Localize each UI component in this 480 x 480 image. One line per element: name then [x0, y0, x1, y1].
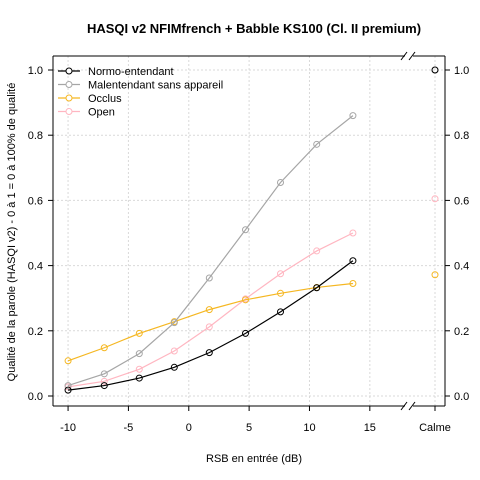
data-point-malentendant-sans-appareil: [242, 226, 250, 234]
y-tick-label-right: 0.0: [454, 391, 469, 403]
data-point-normo-entendant: [242, 329, 250, 337]
data-point-open: [313, 247, 321, 255]
data-point-malentendant-sans-appareil: [170, 319, 178, 327]
y-tick-label-left: 0.6: [28, 195, 43, 207]
data-point-normo-entendant: [64, 386, 72, 394]
data-point-normo-entendant: [313, 284, 321, 292]
series-layer: [64, 66, 439, 394]
y-tick-label-left: 0.4: [28, 261, 43, 273]
legend: Normo-entendant Malentendant sans apparei…: [58, 66, 223, 119]
data-point-normo-entendant: [205, 349, 213, 357]
y-tick-label-left: 0.8: [28, 130, 43, 142]
data-point-occlus: [135, 329, 143, 337]
y-tick-label-left: 0.0: [28, 391, 43, 403]
data-point-calme-open: [431, 195, 439, 203]
legend-label-open: Open: [88, 107, 115, 119]
data-point-normo-entendant: [277, 308, 285, 316]
data-point-calme-normo-entendant: [431, 66, 439, 74]
x-tick-label: 0: [186, 422, 192, 434]
legend-label-malentendant-sans-appareil: Malentendant sans appareil: [88, 80, 223, 92]
legend-marker-malentendant-sans-appareil: [65, 81, 73, 88]
data-point-occlus: [100, 344, 108, 352]
data-point-open: [170, 347, 178, 355]
data-point-malentendant-sans-appareil: [349, 112, 357, 120]
y-tick-label-left: 0.2: [28, 326, 43, 338]
series-line-occlus: [67, 282, 353, 362]
data-point-malentendant-sans-appareil: [100, 370, 108, 378]
y-axis-label: Qualité de la parole (HASQI v2) - 0 à 1 …: [6, 83, 18, 382]
y-tick-label-right: 0.6: [454, 195, 469, 207]
data-point-normo-entendant: [100, 382, 108, 390]
y-tick-label-right: 0.4: [454, 261, 469, 273]
data-point-normo-entendant: [135, 374, 143, 382]
axes: -10 -5 0 5 10 15 Calme 0.0 0.0 0.2 0.2 0.4 0.4 0.6 0.6…: [28, 51, 469, 434]
data-point-calme-occlus: [431, 271, 439, 279]
x-tick-label: -5: [124, 422, 134, 434]
data-point-malentendant-sans-appareil: [135, 350, 143, 358]
series-line-open: [67, 232, 354, 388]
x-tick-label: -10: [60, 422, 76, 434]
x-tick-label: 15: [364, 422, 376, 434]
x-tick-label: 10: [303, 422, 315, 434]
y-tick-label-left: 1.0: [28, 65, 43, 77]
data-point-open: [349, 229, 357, 237]
series-line-normo-entendant: [67, 260, 354, 391]
data-point-occlus: [277, 289, 285, 297]
axis-break-mark: [408, 401, 416, 411]
data-point-malentendant-sans-appareil: [277, 178, 285, 186]
data-point-normo-entendant: [170, 363, 178, 371]
y-tick-label-right: 0.2: [454, 326, 469, 338]
legend-marker-normo-entendant: [65, 67, 73, 75]
data-point-malentendant-sans-appareil: [64, 382, 72, 390]
legend-label-normo-entendant: Normo-entendant: [88, 66, 174, 78]
x-tick-label-calme: Calme: [419, 422, 451, 434]
data-point-occlus: [205, 306, 213, 314]
legend-label-occlus: Occlus: [88, 93, 122, 105]
data-point-occlus: [349, 280, 357, 288]
axis-break-mark: [400, 51, 408, 61]
axis-break-mark: [400, 401, 408, 411]
data-point-open: [100, 377, 108, 385]
legend-marker-open: [65, 108, 73, 115]
series-line-malentendant-sans-appareil: [67, 115, 354, 387]
data-point-normo-entendant: [349, 257, 357, 265]
data-point-open: [135, 365, 143, 373]
x-tick-label: 5: [246, 422, 252, 434]
axis-break-mark: [408, 51, 416, 61]
data-point-malentendant-sans-appareil: [313, 140, 321, 148]
data-point-occlus: [242, 296, 250, 304]
data-point-open: [277, 270, 285, 278]
legend-marker-occlus: [65, 94, 73, 102]
y-tick-label-right: 1.0: [454, 65, 469, 77]
data-point-occlus: [64, 357, 72, 365]
data-point-malentendant-sans-appareil: [205, 274, 213, 282]
y-tick-label-right: 0.8: [454, 130, 469, 142]
data-point-open: [205, 323, 213, 331]
chart-title: HASQI v2 NFIMfrench + Babble KS100 (Cl. …: [87, 21, 421, 36]
x-axis-label: RSB en entrée (dB): [206, 453, 302, 465]
